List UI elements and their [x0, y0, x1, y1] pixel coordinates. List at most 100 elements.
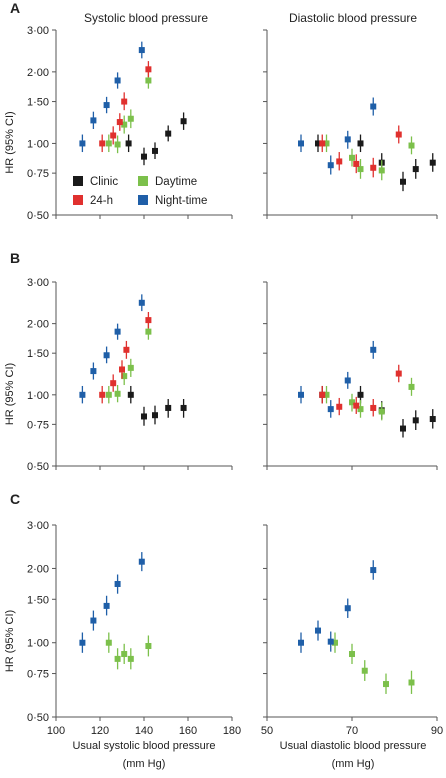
point-night: [344, 605, 351, 612]
point-clinic: [315, 140, 321, 147]
point-clinic: [429, 416, 436, 423]
point-night: [344, 377, 351, 384]
point-clinic: [429, 159, 436, 166]
point-h24: [116, 119, 123, 126]
point-night: [103, 602, 110, 609]
y-tick-label: 2·00: [27, 563, 49, 575]
y-tick-label: 0·75: [27, 419, 49, 431]
y-tick-label: 1·00: [27, 638, 49, 650]
point-h24: [110, 380, 117, 387]
y-tick-label: 1·00: [27, 138, 49, 150]
point-daytime: [105, 140, 112, 147]
point-daytime: [349, 154, 355, 161]
point-daytime: [114, 141, 121, 148]
point-clinic: [127, 391, 134, 398]
point-daytime: [323, 391, 330, 398]
point-daytime: [114, 655, 121, 662]
point-h24: [319, 391, 326, 398]
point-night: [344, 136, 351, 143]
point-clinic: [412, 417, 419, 424]
y-tick-label: 3·00: [27, 25, 49, 37]
point-h24: [353, 160, 360, 167]
point-h24: [145, 66, 152, 73]
point-daytime: [408, 383, 415, 390]
y-tick-label: 3·00: [27, 520, 49, 532]
point-clinic: [180, 404, 187, 411]
point-daytime: [357, 406, 364, 413]
point-daytime: [127, 115, 134, 122]
x-tick-label: 90: [431, 725, 443, 737]
point-clinic: [165, 130, 172, 137]
point-daytime: [121, 121, 128, 128]
y-tick-label: 1·50: [27, 594, 49, 606]
y-tick-label: 0·50: [27, 210, 49, 222]
point-night: [90, 117, 97, 124]
point-clinic: [400, 425, 406, 432]
point-h24: [99, 391, 106, 398]
point-daytime: [145, 642, 152, 649]
x-axis-title-diastolic-line1: Usual diastolic blood pressure: [280, 740, 427, 752]
plot-area: 0·50 0·75 1·00 1·50 2·00 3·00 HR (95% CI) 0·50 0…: [4, 25, 443, 737]
point-clinic: [357, 140, 364, 147]
y-tick-label: 0·75: [27, 669, 49, 681]
point-night: [138, 558, 145, 565]
y-tick-label: 0·75: [27, 168, 49, 180]
point-clinic: [152, 412, 158, 419]
plot-a-systolic: 0·50 0·75 1·00 1·50 2·00 3·00 HR (95% CI): [4, 25, 233, 222]
point-h24: [353, 402, 360, 409]
y-axis-title: HR (95% CI): [4, 363, 16, 425]
point-daytime: [378, 408, 385, 415]
plot-c-diastolic: 50 70 90: [261, 524, 443, 737]
point-daytime: [378, 167, 385, 174]
legend-label-clinic: Clinic: [90, 176, 118, 188]
point-clinic: [125, 140, 132, 147]
point-night: [90, 617, 97, 624]
point-daytime: [349, 399, 355, 406]
point-clinic: [165, 404, 172, 411]
point-night: [370, 567, 377, 574]
x-tick-label: 50: [261, 725, 273, 737]
point-daytime: [121, 651, 128, 658]
point-daytime: [121, 373, 128, 380]
point-night: [327, 638, 334, 645]
y-tick-label: 3·00: [27, 277, 49, 289]
point-h24: [319, 140, 326, 147]
y-tick-label: 0·50: [27, 461, 49, 473]
point-clinic: [400, 178, 406, 185]
point-h24: [121, 98, 128, 105]
point-h24: [123, 346, 130, 353]
y-tick-label: 1·50: [27, 348, 49, 360]
point-clinic: [180, 118, 187, 125]
point-daytime: [145, 328, 152, 335]
point-h24: [395, 370, 402, 377]
y-tick-label: 2·00: [27, 319, 49, 331]
title-systolic: Systolic blood pressure: [84, 11, 208, 25]
point-night: [79, 140, 86, 147]
point-night: [298, 639, 304, 646]
point-night: [327, 162, 334, 169]
x-tick-label: 140: [135, 725, 153, 737]
point-daytime: [332, 639, 338, 646]
legend-swatch-daytime: [138, 176, 148, 186]
point-night: [298, 140, 304, 147]
legend-swatch-24h: [73, 195, 83, 205]
point-clinic: [412, 166, 419, 173]
panel-label-c: C: [10, 491, 20, 507]
point-daytime: [114, 390, 121, 397]
point-night: [370, 346, 377, 353]
x-axis-title-systolic-line1: Usual systolic blood pressure: [72, 740, 215, 752]
point-daytime: [127, 655, 134, 662]
panel-label-a: A: [10, 0, 20, 16]
legend-label-daytime: Daytime: [155, 176, 197, 188]
point-night: [79, 639, 86, 646]
y-tick-label: 0·50: [27, 712, 49, 724]
point-night: [315, 627, 321, 634]
point-night: [370, 103, 377, 110]
y-axis-title: HR (95% CI): [4, 610, 16, 672]
point-daytime: [105, 391, 112, 398]
point-h24: [370, 404, 377, 411]
point-clinic: [357, 391, 364, 398]
point-daytime: [127, 364, 134, 371]
point-night: [103, 102, 110, 109]
